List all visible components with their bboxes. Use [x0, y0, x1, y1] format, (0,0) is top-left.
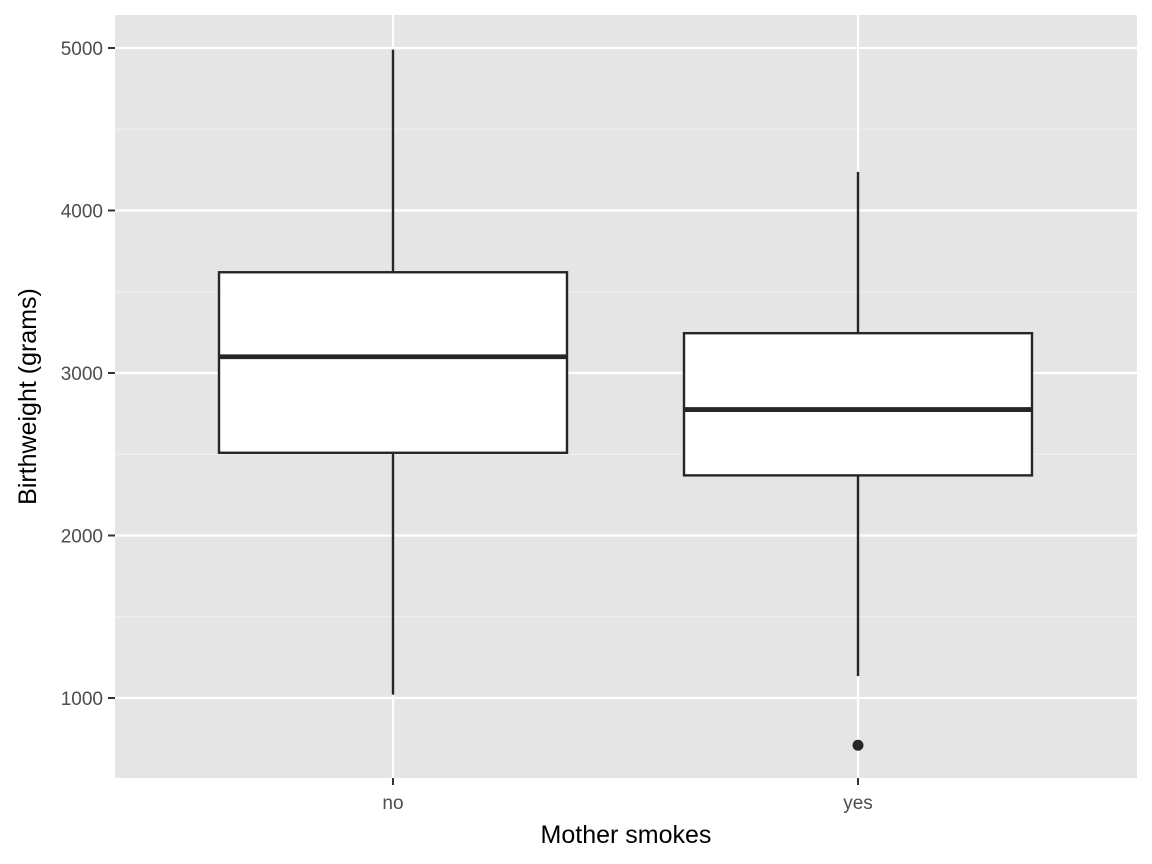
x-tick-label: no [382, 793, 403, 814]
box-no [217, 49, 569, 695]
y-tick-label: 3000 [61, 364, 103, 385]
outlier-point [852, 739, 864, 751]
x-axis: no yes [382, 778, 873, 814]
y-tick-label: 4000 [61, 202, 103, 223]
box-yes [682, 171, 1034, 751]
x-tick-label: yes [843, 793, 873, 814]
y-axis-title: Birthweight (grams) [14, 288, 42, 505]
y-tick-label: 5000 [61, 39, 103, 60]
y-tick-label: 2000 [61, 527, 103, 548]
boxes-layer [217, 49, 1034, 751]
iqr-box [217, 271, 569, 454]
iqr-box [682, 331, 1034, 477]
y-axis: 1000 2000 3000 4000 5000 [61, 39, 115, 710]
y-tick-label: 1000 [61, 689, 103, 710]
x-axis-title: Mother smokes [541, 821, 712, 849]
